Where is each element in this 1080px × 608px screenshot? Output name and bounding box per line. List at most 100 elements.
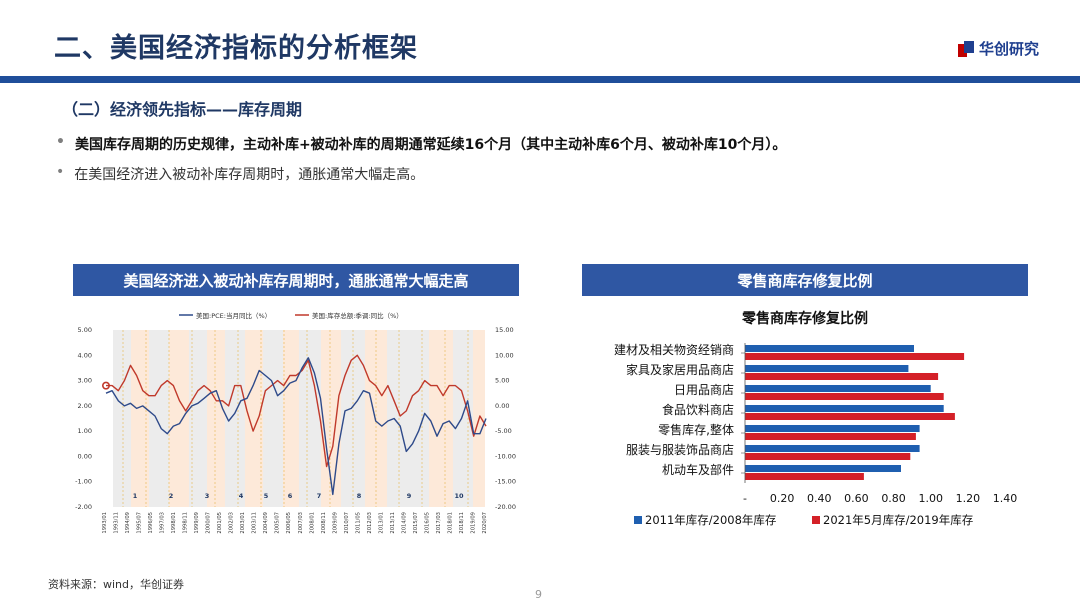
x-tick-label: 0.40 xyxy=(807,492,832,505)
x-tick-label: 1996/05 xyxy=(148,512,154,534)
cycle-band xyxy=(113,330,131,507)
legend-label-inventory: 美国:库存总额:季调:同比（%） xyxy=(312,311,403,320)
x-tick-label: 2009/09 xyxy=(332,512,338,534)
start-marker xyxy=(101,381,110,390)
x-tick-label: 1997/03 xyxy=(160,512,166,534)
x-tick-label: 2011/05 xyxy=(355,512,361,534)
y-left-tick-label: 4.00 xyxy=(78,351,92,359)
cycle-band xyxy=(169,330,189,507)
bar-2021 xyxy=(745,433,916,440)
source-note: 资料来源：wind，华创证券 xyxy=(48,578,185,591)
bar-2011 xyxy=(745,385,931,392)
cycle-band xyxy=(225,330,245,507)
cycle-label: 2 xyxy=(169,492,174,500)
x-tick-label: 0.80 xyxy=(881,492,906,505)
category-label: 建材及相关物资经销商 xyxy=(614,342,734,357)
cycle-band xyxy=(283,330,299,507)
x-tick-label: 0.60 xyxy=(844,492,869,505)
x-tick-label: 2012/03 xyxy=(367,512,373,534)
x-tick-label: 2014/09 xyxy=(401,512,407,534)
y-left-tick-label: 2.00 xyxy=(78,402,92,410)
y-right-tick-label: -10.00 xyxy=(495,452,516,460)
y-right-tick-label: 5.00 xyxy=(495,377,509,385)
inventory-cycle-line-chart: 美国:PCE:当月同比（%） 美国:库存总额:季调:同比（%） 5.00 4.00 3.… xyxy=(75,311,516,534)
x-tick-label: 2016/05 xyxy=(424,512,430,534)
cycle-label: 1 xyxy=(133,492,138,500)
category-label: 家具及家居用品商店 xyxy=(626,362,734,377)
y-right-tick-label: 10.00 xyxy=(495,351,514,359)
bar-2021 xyxy=(745,373,939,380)
x-tick-label: 2006/05 xyxy=(286,512,292,534)
cycle-band xyxy=(149,330,169,507)
x-tick-label: 1.00 xyxy=(918,492,943,505)
category-label: 日用品商店 xyxy=(674,382,734,397)
page-title: 二、美国经济指标的分析框架 xyxy=(54,33,418,64)
legend-label-pce: 美国:PCE:当月同比（%） xyxy=(196,311,271,320)
cycle-band xyxy=(409,330,429,507)
legend-label-2011: 2011年库存/2008年库存 xyxy=(645,513,776,527)
category-label: 食品饮料商店 xyxy=(662,402,734,417)
bar-2011 xyxy=(745,465,901,472)
cycle-label: 4 xyxy=(239,492,244,500)
cycle-label: 3 xyxy=(205,492,210,500)
x-tick-label: - xyxy=(743,492,747,505)
x-tick-label: 0.20 xyxy=(770,492,795,505)
y-left-tick-label: -1.00 xyxy=(75,478,92,486)
cycle-label: 8 xyxy=(357,492,362,500)
x-tick-label: 2003/01 xyxy=(240,512,246,534)
x-tick-label: 2017/03 xyxy=(436,512,442,534)
category-label: 零售库存,整体 xyxy=(658,422,734,437)
cycle-label: 9 xyxy=(407,492,412,500)
bullet-dot-icon: • xyxy=(56,134,65,150)
y-left-tick-label: 5.00 xyxy=(78,326,92,334)
cycle-band xyxy=(131,330,149,507)
bar-2011 xyxy=(745,445,920,452)
x-tick-label: 2010/07 xyxy=(344,512,350,534)
bar-2021 xyxy=(745,393,944,400)
page-number: 9 xyxy=(535,588,542,601)
bar-2011 xyxy=(745,365,909,372)
bullet-text: 在美国经济进入被动补库存周期时，通胀通常大幅走高。 xyxy=(74,167,425,183)
y-right-tick-label: -15.00 xyxy=(495,478,516,486)
cycle-label: 5 xyxy=(264,492,269,500)
logo-text: 华创研究 xyxy=(979,40,1040,58)
bullet-item: • 美国库存周期的历史规律，主动补库+被动补库的周期通常延续16个月（其中主动补… xyxy=(56,134,786,154)
x-tick-label: 2001/05 xyxy=(217,512,223,534)
x-tick-label: 1999/09 xyxy=(194,512,200,534)
x-tick-label: 2007/03 xyxy=(298,512,304,534)
series-line-pce xyxy=(105,357,487,496)
y-right-tick-label: 15.00 xyxy=(495,326,514,334)
x-tick-label: 2020/07 xyxy=(482,512,488,534)
y-left-tick-label: 1.00 xyxy=(78,427,92,435)
cycle-band xyxy=(429,330,453,507)
bar-2021 xyxy=(745,453,911,460)
y-right-tick-label: 0.00 xyxy=(495,402,509,410)
title-divider xyxy=(0,76,1080,83)
x-tick-label: 1995/07 xyxy=(137,512,143,534)
bullet-item: • 在美国经济进入被动补库存周期时，通胀通常大幅走高。 xyxy=(56,164,424,184)
x-tick-label: 2000/07 xyxy=(206,512,212,534)
x-tick-label: 2018/01 xyxy=(447,512,453,534)
cycle-band xyxy=(299,330,321,507)
cycle-band xyxy=(387,330,409,507)
bar-2011 xyxy=(745,345,914,352)
y-left-tick-label: -2.00 xyxy=(75,503,92,511)
x-tick-label: 1.20 xyxy=(956,492,981,505)
x-tick-label: 2003/11 xyxy=(252,512,258,534)
x-tick-label: 2015/07 xyxy=(413,512,419,534)
x-tick-label: 2013/11 xyxy=(390,512,396,534)
bullet-dot-icon: • xyxy=(56,164,65,180)
logo-mark-icon xyxy=(958,40,974,57)
cycle-label: 6 xyxy=(288,492,293,500)
x-tick-label: 1993/01 xyxy=(102,512,108,534)
bar-2011 xyxy=(745,425,920,432)
x-tick-label: 1993/11 xyxy=(114,512,120,534)
category-label: 机动车及部件 xyxy=(662,462,734,477)
left-chart-header: 美国经济进入被动补库存周期时，通胀通常大幅走高 xyxy=(73,264,519,296)
y-left-tick-label: 3.00 xyxy=(78,377,92,385)
right-chart-header: 零售商库存修复比例 xyxy=(582,264,1028,296)
y-right-tick-label: -20.00 xyxy=(495,503,516,511)
inventory-repair-bar-chart: 零售商库存修复比例建材及相关物资经销商家具及家居用品商店日用品商店食品饮料商店零… xyxy=(614,310,1017,527)
cycle-band xyxy=(263,330,283,507)
y-right-tick-label: -5.00 xyxy=(495,427,512,435)
